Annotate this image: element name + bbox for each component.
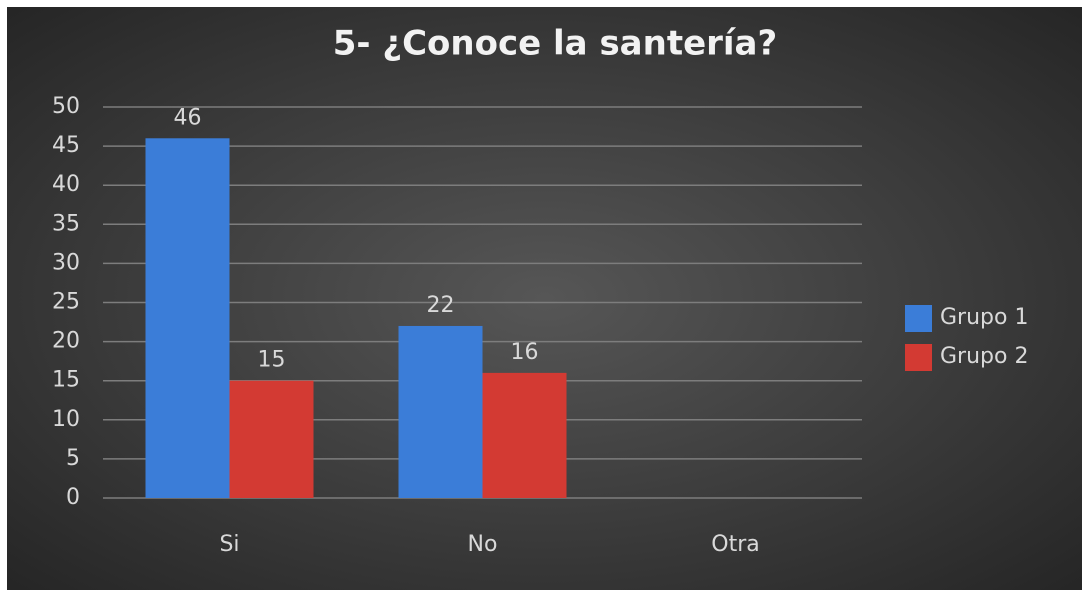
legend-swatch: [905, 305, 932, 332]
y-tick-label: 10: [52, 407, 80, 432]
bar: [482, 372, 567, 498]
legend-label: Grupo 2: [940, 344, 1028, 369]
y-tick-label: 40: [52, 172, 80, 197]
y-tick-label: 50: [52, 94, 80, 119]
data-label: 22: [427, 293, 455, 318]
data-label: 46: [174, 105, 202, 130]
y-tick-label: 45: [52, 133, 80, 158]
bar: [398, 325, 483, 498]
data-label: 15: [258, 348, 286, 373]
y-tick-label: 30: [52, 250, 80, 275]
y-tick-label: 20: [52, 329, 80, 354]
x-tick-label: No: [468, 532, 498, 557]
chart-title: 5- ¿Conoce la santería?: [333, 24, 777, 64]
y-tick-label: 15: [52, 368, 80, 393]
y-tick-label: 5: [66, 446, 80, 471]
y-tick-label: 0: [66, 485, 80, 510]
bar: [145, 138, 230, 498]
legend-label: Grupo 1: [940, 305, 1028, 330]
y-tick-label: 35: [52, 211, 80, 236]
x-tick-label: Si: [219, 532, 239, 557]
bar: [229, 380, 314, 498]
data-label: 16: [511, 340, 539, 365]
x-tick-label: Otra: [711, 532, 759, 557]
y-tick-label: 25: [52, 290, 80, 315]
legend-swatch: [905, 344, 932, 371]
